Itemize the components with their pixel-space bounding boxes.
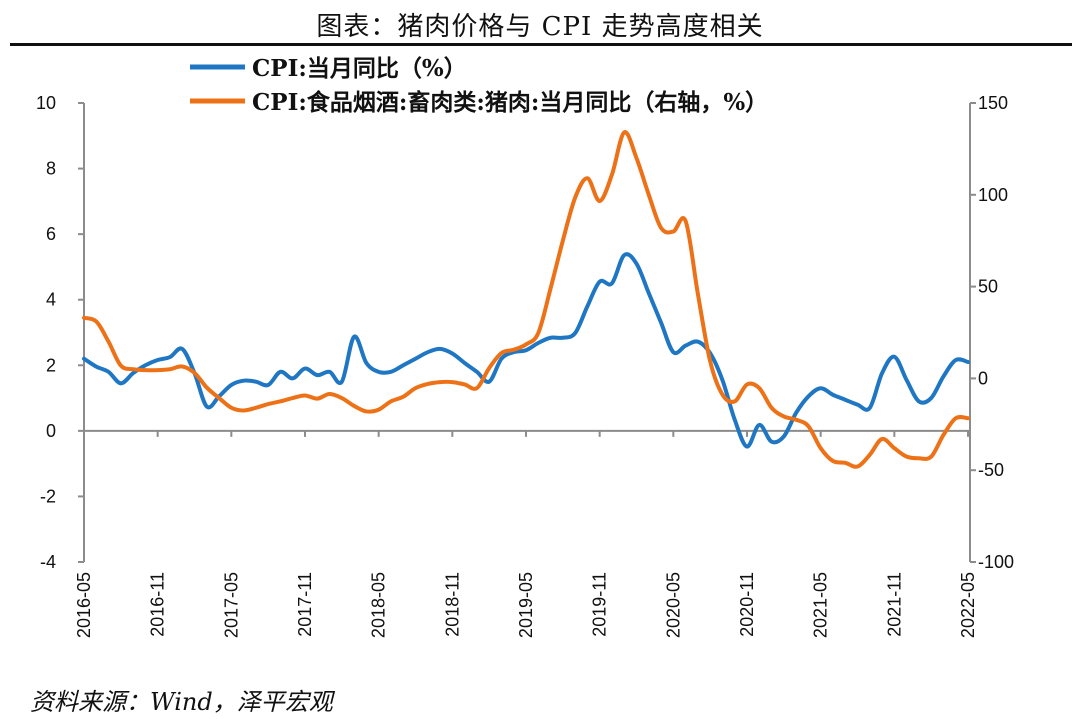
x-tick-label: 2018-05: [369, 572, 389, 638]
left-y-tick-label: 8: [46, 159, 56, 179]
x-tick-label: 2018-11: [442, 572, 462, 637]
x-tick-label: 2016-11: [148, 572, 168, 637]
x-tick-label: 2021-11: [884, 572, 904, 637]
x-tick-label: 2016-05: [74, 572, 94, 638]
cpi-series-line: [82, 252, 970, 449]
x-tick-label: 2017-05: [221, 572, 241, 638]
left-y-tick-label: 0: [46, 421, 56, 441]
x-tick-label: 2017-11: [295, 572, 315, 637]
axes: 10 8 6 4 2 0 -2 -4 150 100 50 0 -50 -100 2016-05 2016-1…: [36, 93, 1014, 638]
left-y-tick-label: 2: [46, 355, 56, 375]
source-note: 资料来源：Wind，泽平宏观: [30, 688, 333, 716]
legend: CPI:当月同比（%） CPI:食品烟酒:畜肉类:猪肉:当月同比（右轴，%）: [190, 55, 768, 116]
right-y-tick-label: 150: [978, 93, 1008, 113]
title-divider: [10, 43, 1072, 46]
right-y-tick-label: 0: [978, 368, 988, 388]
x-tick-label: 2022-05: [958, 572, 978, 638]
x-tick-label: 2021-05: [811, 572, 831, 638]
legend-label-pork: CPI:食品烟酒:畜肉类:猪肉:当月同比（右轴，%）: [252, 89, 768, 116]
chart-title: 图表：猪肉价格与 CPI 走势高度相关: [316, 12, 764, 42]
left-y-tick-label: -4: [40, 552, 56, 572]
left-y-tick-label: 6: [46, 224, 56, 244]
pork-series-line: [82, 130, 970, 469]
right-y-tick-label: -100: [978, 552, 1014, 572]
left-y-tick-label: 10: [36, 93, 56, 113]
x-tick-label: 2019-11: [590, 572, 610, 637]
right-y-tick-label: 50: [978, 277, 998, 297]
left-y-tick-label: 4: [46, 290, 56, 310]
right-y-tick-label: 100: [978, 185, 1008, 205]
series-lines: [82, 130, 970, 469]
left-y-tick-label: -2: [40, 486, 56, 506]
x-tick-label: 2020-05: [663, 572, 683, 638]
legend-label-cpi: CPI:当月同比（%）: [252, 55, 467, 82]
x-tick-label: 2019-05: [516, 572, 536, 638]
right-y-tick-label: -50: [978, 460, 1004, 480]
x-tick-label: 2020-11: [737, 572, 757, 637]
